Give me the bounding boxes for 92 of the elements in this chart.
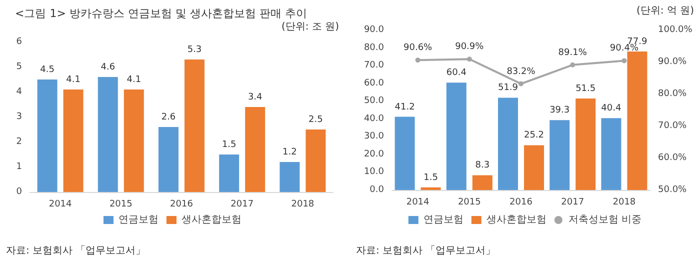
data-label: 5.3: [187, 45, 202, 55]
data-label: 2.6: [161, 112, 176, 122]
x-tick-label: 2015: [458, 198, 481, 208]
y-tick-label: 40.0: [364, 114, 384, 124]
bar: [219, 154, 240, 192]
y2-tick-label: 90.0%: [658, 57, 688, 67]
text: (단위: 조 원): [281, 22, 340, 32]
data-label: 3.4: [248, 92, 263, 102]
data-label: 83.2%: [506, 66, 536, 77]
data-label: 4.1: [126, 75, 142, 85]
point: [622, 58, 627, 64]
y-tick-label: 1: [16, 162, 22, 172]
legend-label: 저축성보험 비중: [568, 214, 642, 226]
x-tick-label: 2015: [109, 200, 132, 210]
text: 자료: 보험회사 「업무보고서」: [356, 244, 496, 256]
data-label: 39.3: [550, 106, 570, 116]
legend-label: 연금보험: [423, 214, 464, 226]
x-tick-label: 2018: [612, 198, 636, 208]
data-label: 90.6%: [404, 43, 433, 54]
x-tick-label: 2014: [406, 198, 430, 208]
y2-tick-label: 100.0%: [658, 25, 693, 35]
bar: [627, 52, 648, 190]
data-label: 4.5: [40, 65, 54, 75]
y-tick-label: 10.0: [364, 167, 384, 178]
y2-tick-label: 50.0%: [658, 185, 688, 195]
bar: [37, 80, 58, 192]
data-label: 51.9: [498, 83, 518, 94]
y2-tick-label: 70.0%: [658, 121, 688, 131]
bar: [63, 90, 84, 192]
bar: [98, 77, 118, 192]
data-label: 90.4%: [610, 44, 639, 54]
y2-tick-label: 80.0%: [658, 89, 688, 99]
y-tick-label: 60.0: [364, 78, 384, 88]
x-tick-label: 2018: [291, 200, 314, 210]
y2-tick-label: 60.0%: [658, 153, 688, 163]
point: [518, 81, 524, 86]
y-tick-label: 50.0: [364, 96, 384, 106]
y-tick-label: 20.0: [364, 149, 384, 160]
y-tick-label: 80.0: [364, 42, 384, 53]
x-tick-label: 2017: [230, 200, 254, 210]
chart-title: <그림 1> 방카슈랑스 연금보험 및 생사혼합보험 판매 추이: [15, 7, 307, 20]
legend-label: 생사혼합보험: [182, 214, 242, 226]
text: (단위: 억 원): [636, 6, 694, 16]
y-tick-label: 6: [16, 37, 22, 47]
point: [466, 56, 472, 62]
x-tick-label: 2014: [48, 200, 72, 210]
y-tick-label: 90.0: [364, 25, 384, 35]
data-label: 40.4: [601, 104, 622, 114]
x-tick-label: 2016: [510, 198, 533, 208]
bar: [280, 162, 300, 192]
data-label: 41.2: [394, 102, 415, 112]
bar: [184, 60, 204, 192]
bar: [550, 120, 570, 190]
y-tick-label: 30.0: [364, 132, 384, 142]
data-label: 25.2: [524, 130, 544, 141]
bar: [576, 98, 596, 190]
bar: [158, 127, 178, 192]
point: [570, 62, 576, 68]
data-label: 4.6: [100, 62, 116, 72]
data-label: 1.5: [424, 172, 438, 183]
y-tick-label: 0.0: [370, 185, 384, 195]
bar: [306, 130, 326, 192]
bar: [524, 145, 544, 190]
y-tick-label: 2: [16, 137, 22, 147]
data-label: 8.3: [475, 160, 490, 171]
data-label: 60.4: [446, 68, 467, 78]
y-tick-label: 0: [16, 187, 22, 197]
bar: [472, 175, 492, 190]
bar: [498, 98, 518, 190]
y-tick-label: 70.0: [364, 60, 384, 71]
bar: [124, 90, 144, 192]
y-tick-label: 4: [16, 87, 22, 97]
bar: [446, 82, 466, 190]
bar: [601, 118, 622, 190]
data-label: 2.5: [308, 115, 323, 125]
x-tick-label: 2017: [561, 198, 584, 208]
bar: [245, 107, 266, 192]
legend-label: 연금보험: [118, 214, 158, 226]
legend-label: 생사혼합보험: [486, 214, 546, 226]
data-label: 1.2: [282, 148, 297, 158]
bar: [420, 187, 441, 190]
text: 자료: 보험회사 「업무보고서」: [6, 244, 146, 256]
bar: [394, 116, 415, 190]
data-label: 1.5: [222, 140, 236, 150]
data-label: 4.1: [66, 75, 80, 85]
y-tick-label: 3: [16, 112, 22, 122]
x-tick-label: 2016: [170, 200, 194, 210]
data-label: 51.5: [576, 84, 596, 94]
data-label: 89.1%: [558, 48, 588, 58]
data-label: 90.9%: [455, 42, 484, 52]
point: [415, 58, 420, 63]
y-tick-label: 5: [16, 62, 22, 72]
